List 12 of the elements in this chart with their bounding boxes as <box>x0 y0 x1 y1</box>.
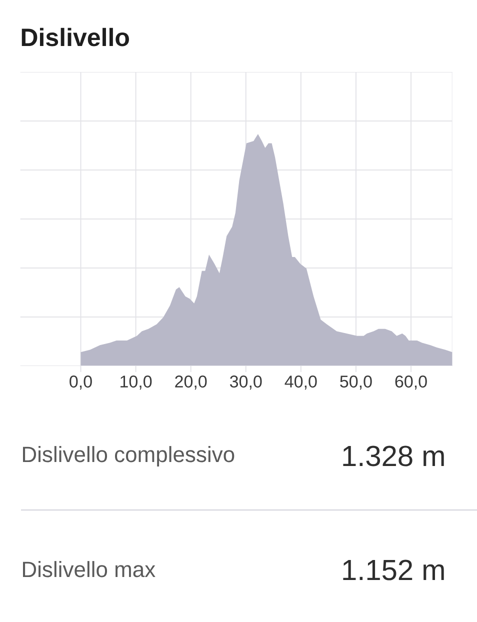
text: 1.328 m <box>343 446 444 466</box>
text: Dislivello max <box>23 561 156 578</box>
x-tick-label: 50,0 <box>340 376 372 390</box>
x-tick-label: 40,0 <box>284 376 317 390</box>
x-tick-label: 60,0 <box>395 376 427 390</box>
x-tick-label: 20,0 <box>175 376 207 390</box>
chart-title: Dislivello <box>22 28 129 46</box>
text: Dislivello complessivo <box>23 446 234 467</box>
x-tick-label: 10,0 <box>120 376 152 390</box>
x-tick-label: 30,0 <box>230 376 262 390</box>
x-tick-label: 0,0 <box>70 376 92 390</box>
text: 1.152 m <box>343 560 444 580</box>
